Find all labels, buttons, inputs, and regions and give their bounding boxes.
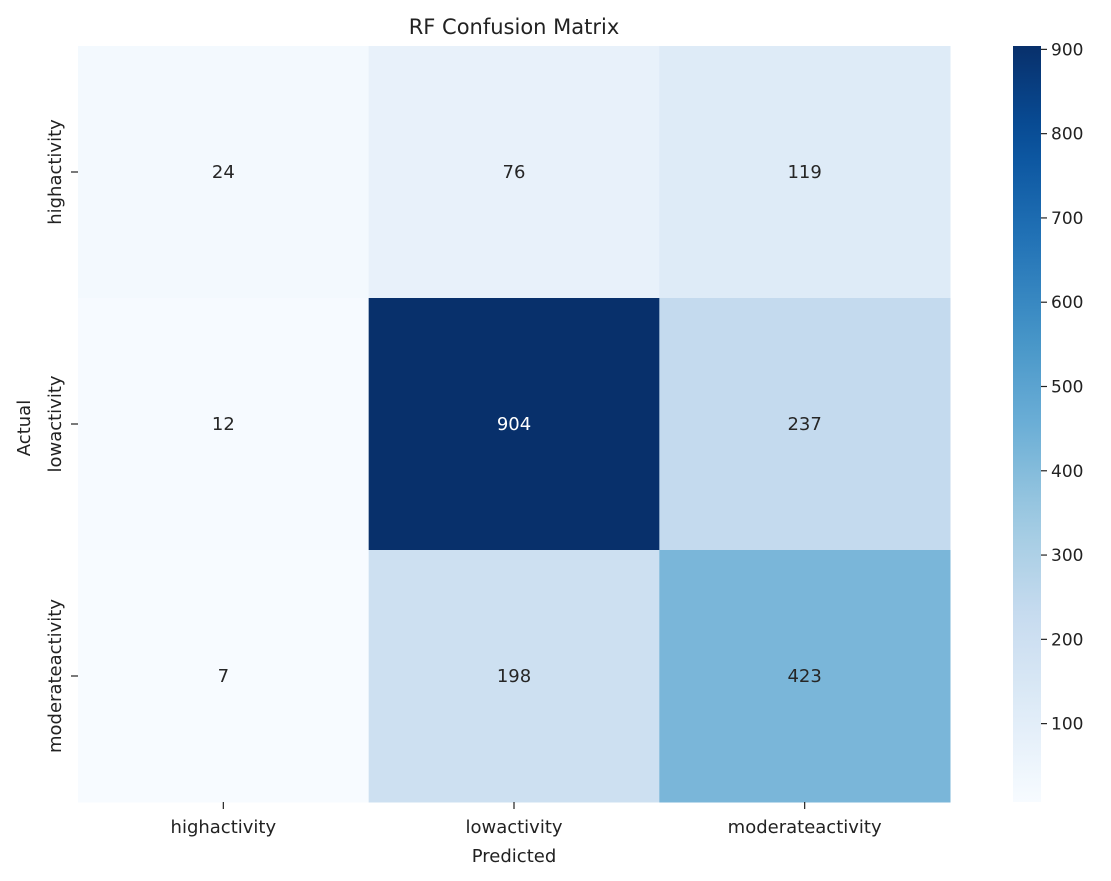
heatmap-cell <box>659 46 951 299</box>
heatmap-cell <box>78 46 370 299</box>
cell-value-label: 904 <box>497 414 531 435</box>
colorbar-tick-label: 400 <box>1051 462 1083 482</box>
cell-value-label: 198 <box>497 666 531 687</box>
x-axis-ticks: highactivity lowactivity moderateactivity <box>171 802 882 838</box>
heatmap-cell <box>368 550 660 803</box>
heatmap-cells: 24 76 119 12 904 237 7 198 423 <box>78 46 951 803</box>
cell-value-label: 12 <box>212 414 235 435</box>
chart-title: RF Confusion Matrix <box>409 15 620 39</box>
colorbar-tick-label: 200 <box>1051 630 1083 650</box>
x-axis-label: Predicted <box>472 846 557 867</box>
colorbar-ticks: 100 200 300 400 500 600 700 800 900 <box>1041 40 1083 735</box>
colorbar-tick-label: 900 <box>1051 40 1083 60</box>
y-tick-label: highactivity <box>45 119 66 225</box>
colorbar-tick-label: 500 <box>1051 377 1083 397</box>
cell-value-label: 119 <box>787 162 821 183</box>
colorbar <box>1013 46 1041 802</box>
x-tick-label: highactivity <box>171 817 277 838</box>
cell-value-label: 423 <box>787 666 821 687</box>
colorbar-tick-label: 300 <box>1051 546 1083 566</box>
cell-value-label: 76 <box>503 162 526 183</box>
heatmap-cell <box>78 550 370 803</box>
y-tick-label: lowactivity <box>45 375 66 472</box>
cell-value-label: 24 <box>212 162 235 183</box>
cell-value-label: 7 <box>218 666 229 687</box>
heatmap-cell <box>78 298 370 551</box>
heatmap-cell <box>659 550 951 803</box>
colorbar-tick-label: 700 <box>1051 209 1083 229</box>
cell-value-label: 237 <box>787 414 821 435</box>
heatmap-cell <box>368 46 660 299</box>
colorbar-tick-label: 100 <box>1051 715 1083 735</box>
heatmap-cell <box>368 298 660 551</box>
y-axis-label: Actual <box>14 400 35 456</box>
colorbar-tick-label: 800 <box>1051 125 1083 145</box>
heatmap-cell <box>659 298 951 551</box>
y-tick-label: moderateactivity <box>45 599 66 753</box>
x-tick-label: lowactivity <box>465 817 562 838</box>
x-tick-label: moderateactivity <box>728 817 882 838</box>
colorbar-tick-label: 600 <box>1051 293 1083 313</box>
y-axis-ticks: highactivity lowactivity moderateactivity <box>45 119 78 753</box>
